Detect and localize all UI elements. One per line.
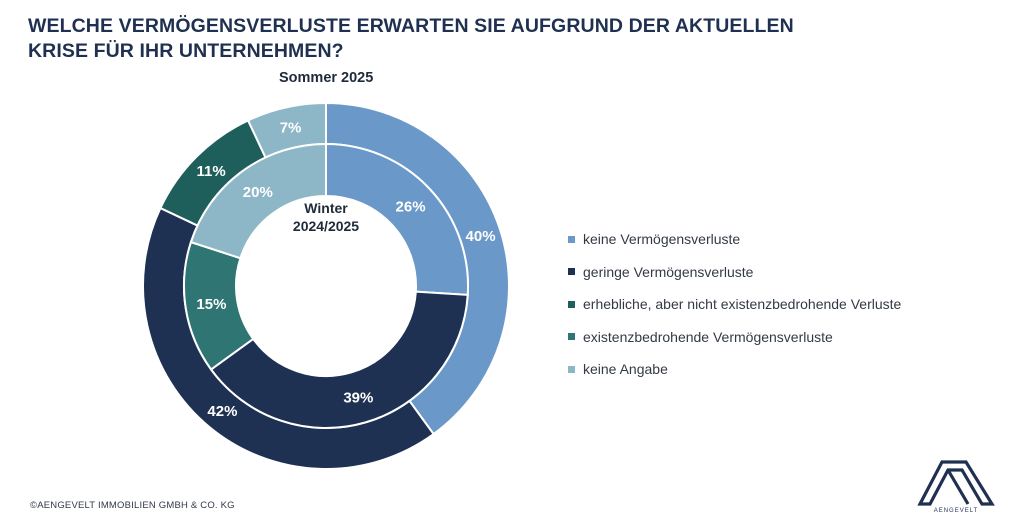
legend-swatch-2 (568, 300, 575, 308)
inner-ring-segment-4 (189, 142, 327, 260)
company-logo: AENGEVELT (916, 458, 996, 516)
outer-ring-data-label-2: 11% (196, 163, 225, 180)
inner-ring-segment-0 (325, 142, 469, 296)
legend-item-3: existenzbedrohende Vermögensverluste (568, 326, 901, 348)
outer-ring-label: Sommer 2025 (279, 70, 374, 86)
outer-ring-segment-1 (142, 206, 435, 470)
legend-label-4: keine Angabe (583, 361, 668, 377)
legend-swatch-1 (568, 268, 575, 275)
legend-item-2: erhebliche, aber nicht existenzbedrohend… (568, 293, 901, 315)
legend-label-1: geringe Vermögensverluste (583, 263, 754, 280)
logo-icon (917, 460, 995, 506)
chart-title-line-1: WELCHE VERMÖGENSVERLUSTE ERWARTEN SIE AU… (28, 15, 794, 37)
inner-ring-data-label-1: 39% (343, 389, 373, 406)
legend-item-0: keine Vermögensverluste (568, 228, 901, 250)
inner-ring-label-line-1: Winter (304, 200, 348, 216)
inner-ring-label: Winter 2024/2025 (266, 199, 386, 235)
inner-ring-data-label-4: 20% (243, 184, 273, 201)
legend-swatch-0 (568, 235, 575, 243)
legend-item-1: geringe Vermögensverluste (568, 261, 901, 283)
outer-ring-data-label-4: 7% (280, 119, 302, 136)
outer-ring-data-label-1: 42% (207, 403, 237, 420)
legend-swatch-3 (568, 333, 575, 340)
legend-label-0: keine Vermögensverluste (583, 231, 741, 247)
outer-ring-data-label-0: 40% (466, 228, 496, 245)
legend-swatch-4 (568, 365, 575, 373)
inner-ring-data-label-3: 15% (196, 296, 226, 313)
chart-legend: keine Vermögensverluste geringe Vermögens… (568, 228, 901, 391)
inner-ring-segment-1 (209, 290, 469, 429)
logo-wordmark: AENGEVELT (933, 508, 979, 514)
legend-label-2: erhebliche, aber nicht existenzbedrohend… (583, 296, 902, 312)
chart-title-line-2: KRISE FÜR IHR UNTERNEHMEN? (28, 40, 344, 62)
chart-title: WELCHE VERMÖGENSVERLUSTE ERWARTEN SIE AU… (28, 14, 908, 64)
copyright-footer: ©AENGEVELT IMMOBILIEN GMBH & CO. KG (30, 500, 235, 511)
legend-label-3: existenzbedrohende Vermögensverluste (583, 328, 833, 345)
inner-ring-label-line-2: 2024/2025 (292, 218, 360, 234)
inner-ring-data-label-0: 26% (396, 199, 426, 216)
legend-item-4: keine Angabe (568, 358, 901, 380)
